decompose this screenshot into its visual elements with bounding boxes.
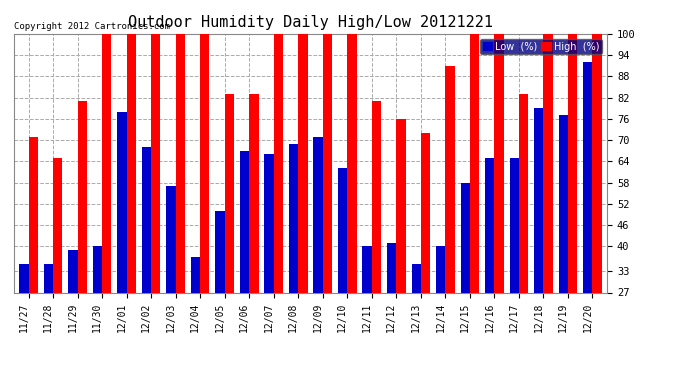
Bar: [215, 211, 225, 375]
Bar: [495, 34, 504, 375]
Bar: [53, 158, 62, 375]
Bar: [102, 34, 111, 375]
Bar: [568, 34, 578, 375]
Bar: [445, 66, 455, 375]
Bar: [436, 246, 445, 375]
Bar: [19, 264, 28, 375]
Bar: [387, 243, 396, 375]
Bar: [200, 34, 210, 375]
Bar: [559, 115, 568, 375]
Bar: [411, 264, 421, 375]
Bar: [274, 34, 283, 375]
Bar: [544, 34, 553, 375]
Bar: [225, 94, 234, 375]
Bar: [338, 168, 347, 375]
Bar: [92, 246, 102, 375]
Bar: [166, 186, 176, 375]
Bar: [126, 34, 136, 375]
Bar: [28, 136, 38, 375]
Bar: [510, 158, 519, 375]
Bar: [142, 147, 151, 375]
Bar: [240, 151, 249, 375]
Legend: Low  (%), High  (%): Low (%), High (%): [480, 39, 602, 54]
Bar: [396, 119, 406, 375]
Bar: [176, 34, 185, 375]
Bar: [43, 264, 53, 375]
Bar: [264, 154, 274, 375]
Bar: [249, 94, 259, 375]
Bar: [117, 112, 126, 375]
Title: Outdoor Humidity Daily High/Low 20121221: Outdoor Humidity Daily High/Low 20121221: [128, 15, 493, 30]
Bar: [460, 183, 470, 375]
Bar: [470, 34, 479, 375]
Bar: [485, 158, 495, 375]
Bar: [534, 108, 544, 375]
Bar: [191, 257, 200, 375]
Bar: [68, 250, 77, 375]
Bar: [519, 94, 529, 375]
Bar: [289, 144, 298, 375]
Bar: [151, 34, 161, 375]
Bar: [362, 246, 372, 375]
Bar: [421, 133, 430, 375]
Bar: [298, 34, 308, 375]
Bar: [347, 34, 357, 375]
Bar: [313, 136, 323, 375]
Bar: [583, 62, 593, 375]
Text: Copyright 2012 Cartronics.com: Copyright 2012 Cartronics.com: [14, 22, 170, 31]
Bar: [77, 101, 87, 375]
Bar: [372, 101, 381, 375]
Bar: [593, 34, 602, 375]
Bar: [323, 34, 332, 375]
